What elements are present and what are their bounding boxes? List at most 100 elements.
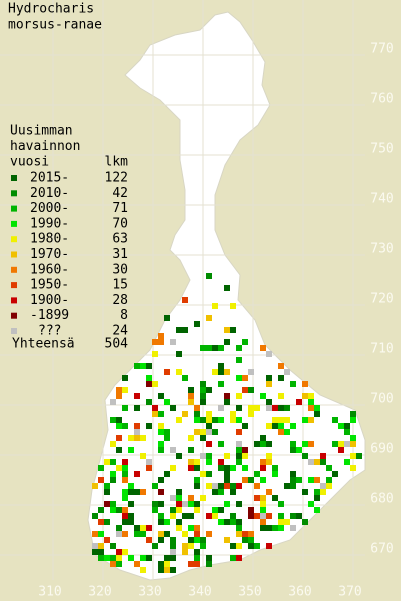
observation-square [266, 441, 272, 447]
observation-square [350, 465, 356, 471]
observation-square [224, 501, 230, 507]
observation-square [200, 429, 206, 435]
observation-square [140, 531, 146, 537]
y-label: 770 [370, 42, 393, 57]
observation-square [146, 465, 152, 471]
observation-square [122, 471, 128, 477]
observation-square [188, 525, 194, 531]
observation-square [284, 483, 290, 489]
observation-square [224, 393, 230, 399]
observation-square [158, 531, 164, 537]
observation-square [200, 345, 206, 351]
observation-square [194, 321, 200, 327]
observation-square [206, 423, 212, 429]
observation-square [260, 465, 266, 471]
observation-square [158, 333, 164, 339]
observation-square [98, 465, 104, 471]
observation-square [200, 435, 206, 441]
observation-square [164, 399, 170, 405]
observation-square [164, 561, 170, 567]
observation-square [194, 561, 200, 567]
observation-square [200, 399, 206, 405]
observation-square [236, 357, 242, 363]
observation-square [194, 411, 200, 417]
observation-square [152, 339, 158, 345]
legend-count: 31 [112, 247, 128, 262]
observation-square [116, 507, 122, 513]
observation-square [200, 417, 206, 423]
observation-square [242, 375, 248, 381]
observation-square [278, 375, 284, 381]
observation-square [290, 477, 296, 483]
legend-swatch [11, 236, 17, 243]
observation-square [194, 405, 200, 411]
observation-square [212, 417, 218, 423]
observation-square [104, 489, 110, 495]
observation-square [272, 417, 278, 423]
observation-square [230, 465, 236, 471]
observation-square [308, 501, 314, 507]
observation-square [122, 513, 128, 519]
observation-square [164, 429, 170, 435]
observation-square [290, 423, 296, 429]
observation-square [176, 369, 182, 375]
observation-square [212, 513, 218, 519]
observation-square [278, 525, 284, 531]
observation-square [182, 549, 188, 555]
observation-square [284, 369, 290, 375]
observation-square [122, 507, 128, 513]
observation-square [302, 489, 308, 495]
observation-square [290, 441, 296, 447]
observation-square [104, 537, 110, 543]
observation-square [260, 435, 266, 441]
observation-square [236, 417, 242, 423]
observation-square [104, 483, 110, 489]
observation-square [116, 423, 122, 429]
observation-square [218, 483, 224, 489]
observation-square [218, 369, 224, 375]
observation-square [170, 495, 176, 501]
observation-square [170, 339, 176, 345]
observation-square [98, 555, 104, 561]
legend-count: 30 [112, 262, 128, 277]
observation-square [236, 525, 242, 531]
observation-square [272, 495, 278, 501]
observation-square [290, 447, 296, 453]
observation-squares [92, 273, 362, 573]
observation-square [332, 441, 338, 447]
observation-square [116, 435, 122, 441]
observation-square [248, 405, 254, 411]
observation-square [272, 405, 278, 411]
observation-square [182, 375, 188, 381]
observation-square [266, 405, 272, 411]
observation-square [158, 393, 164, 399]
observation-square [224, 399, 230, 405]
observation-square [290, 525, 296, 531]
observation-square [212, 489, 218, 495]
observation-square [206, 387, 212, 393]
observation-square [110, 501, 116, 507]
observation-square [356, 453, 362, 459]
observation-square [128, 501, 134, 507]
legend-label: 2000- [30, 201, 69, 216]
observation-square [218, 417, 224, 423]
observation-square [182, 513, 188, 519]
observation-square [188, 399, 194, 405]
observation-square [296, 447, 302, 453]
observation-square [98, 477, 104, 483]
observation-square [278, 423, 284, 429]
observation-square [176, 351, 182, 357]
observation-square [344, 441, 350, 447]
observation-square [98, 549, 104, 555]
observation-square [242, 447, 248, 453]
observation-square [158, 411, 164, 417]
observation-square [218, 363, 224, 369]
observation-square [140, 435, 146, 441]
observation-square [296, 513, 302, 519]
observation-square [236, 405, 242, 411]
observation-square [278, 393, 284, 399]
observation-square [182, 411, 188, 417]
observation-square [278, 405, 284, 411]
observation-square [200, 543, 206, 549]
